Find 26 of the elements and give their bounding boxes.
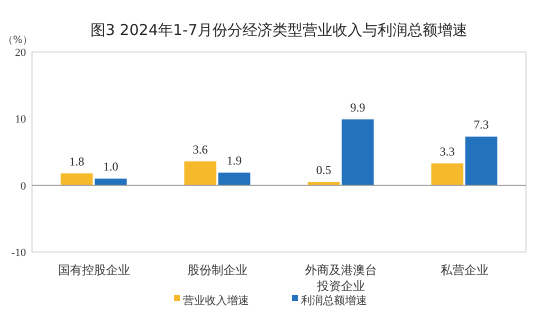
y-tick-label: 10 [15, 114, 26, 126]
bar [60, 173, 93, 186]
bar [218, 172, 250, 186]
bar [94, 178, 127, 186]
chart-title: 图3 2024年1-7月份分经济类型营业收入与利润总额增速 [90, 21, 468, 39]
bar [342, 119, 374, 186]
y-axis-title: （%） [3, 35, 33, 46]
data-label: 3.3 [440, 144, 455, 158]
data-label: 1.9 [226, 154, 242, 168]
x-tick-label: 外商及港澳台投资企业 [304, 263, 377, 293]
x-tick-label: 股份制企业 [187, 263, 248, 277]
x-tick-label: 私营企业 [440, 263, 488, 277]
data-label: 1.8 [69, 154, 84, 168]
data-label: 0.5 [316, 163, 332, 177]
y-tick-label: 20 [15, 47, 26, 59]
bar [184, 161, 216, 186]
data-label: 3.6 [192, 142, 208, 156]
y-tick-label: 0 [20, 180, 26, 192]
y-tick-label: -10 [11, 247, 26, 259]
bar [308, 182, 340, 186]
data-label: 9.9 [350, 100, 366, 114]
data-label: 7.3 [474, 118, 489, 132]
bar [431, 163, 464, 186]
bar [465, 136, 498, 186]
data-label: 1.0 [103, 160, 118, 174]
x-tick-label: 国有控股企业 [58, 263, 130, 277]
